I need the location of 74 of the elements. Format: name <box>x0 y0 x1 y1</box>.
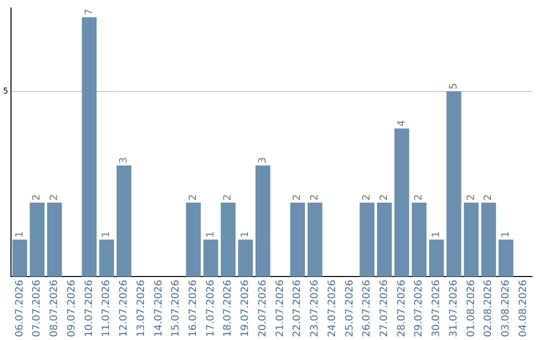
x-tick-label: 21.07.2026 <box>274 280 286 338</box>
x-tick-label: 16.07.2026 <box>188 280 199 338</box>
data-label: 2 <box>362 194 373 201</box>
x-tick-label: 26.07.2026 <box>362 280 373 338</box>
data-label: 2 <box>188 194 199 201</box>
x-tick-label: 28.07.2026 <box>396 280 408 338</box>
x-tick-label: 06.07.2026 <box>14 280 26 338</box>
x-tick-label: 19.07.2026 <box>240 280 252 338</box>
bar <box>99 240 114 277</box>
x-tick-label: 04.08.2026 <box>518 280 529 338</box>
data-label: 3 <box>257 157 268 164</box>
x-tick-label: 27.07.2026 <box>379 280 390 338</box>
bar <box>412 202 427 277</box>
x-tick-label: 23.07.2026 <box>310 280 321 338</box>
x-tick-label: 30.07.2026 <box>431 280 442 338</box>
bar <box>238 240 253 277</box>
x-tick-label: 20.07.2026 <box>257 280 268 338</box>
bar <box>290 202 305 277</box>
bar <box>186 202 201 277</box>
data-label: 2 <box>310 194 321 201</box>
data-label: 2 <box>483 194 494 201</box>
data-label: 3 <box>118 157 130 164</box>
x-tick-label: 22.07.2026 <box>292 280 304 338</box>
data-label: 1 <box>205 231 216 238</box>
data-label: 2 <box>292 194 304 201</box>
x-tick-label: 25.07.2026 <box>344 280 356 338</box>
bar <box>394 128 410 277</box>
x-tick-label: 10.07.2026 <box>84 280 95 338</box>
data-label: 4 <box>396 120 408 126</box>
x-tick-label: 01.08.2026 <box>466 280 477 338</box>
data-label: 2 <box>49 194 60 201</box>
bar <box>116 166 132 277</box>
x-tick-label: 03.08.2026 <box>500 280 512 338</box>
bar <box>220 202 236 277</box>
data-label: 1 <box>431 231 442 238</box>
x-tick-label: 07.07.2026 <box>32 280 43 338</box>
bar <box>481 202 496 277</box>
x-tick-label: 11.07.2026 <box>101 280 112 338</box>
data-label: 1 <box>500 231 512 238</box>
x-tick-label: 09.07.2026 <box>66 280 78 338</box>
bar <box>498 240 514 277</box>
bar <box>82 17 97 277</box>
x-tick-label: 24.07.2026 <box>326 280 338 338</box>
data-label: 2 <box>414 194 425 201</box>
x-tick-label: 02.08.2026 <box>483 280 494 338</box>
data-label: 2 <box>32 194 43 201</box>
x-tick-label: 13.07.2026 <box>136 280 147 338</box>
bar <box>203 240 218 277</box>
data-label: 1 <box>101 231 112 238</box>
bar <box>255 166 270 277</box>
data-label: 2 <box>466 194 477 201</box>
x-tick-label: 08.07.2026 <box>49 280 60 338</box>
x-tick-label: 29.07.2026 <box>414 280 425 338</box>
x-tick-label: 15.07.2026 <box>170 280 182 338</box>
bar <box>30 202 45 277</box>
data-label: 1 <box>14 231 26 238</box>
x-tick-label: 18.07.2026 <box>222 280 234 338</box>
data-label: 2 <box>379 194 390 201</box>
bar <box>12 240 28 277</box>
bar <box>308 202 322 277</box>
x-tick-label: 17.07.2026 <box>205 280 216 338</box>
data-label: 5 <box>448 83 460 90</box>
data-label: 1 <box>240 231 252 238</box>
x-tick-label: 12.07.2026 <box>118 280 130 338</box>
x-tick-label: 31.07.2026 <box>448 280 460 338</box>
data-label: 7 <box>84 8 95 16</box>
bar <box>377 202 392 277</box>
bar <box>446 91 462 277</box>
bar <box>360 202 374 277</box>
bar <box>429 240 444 277</box>
x-tick-label: 14.07.2026 <box>153 280 164 338</box>
data-label: 2 <box>222 194 234 201</box>
bar <box>464 202 479 277</box>
bar <box>47 202 62 277</box>
